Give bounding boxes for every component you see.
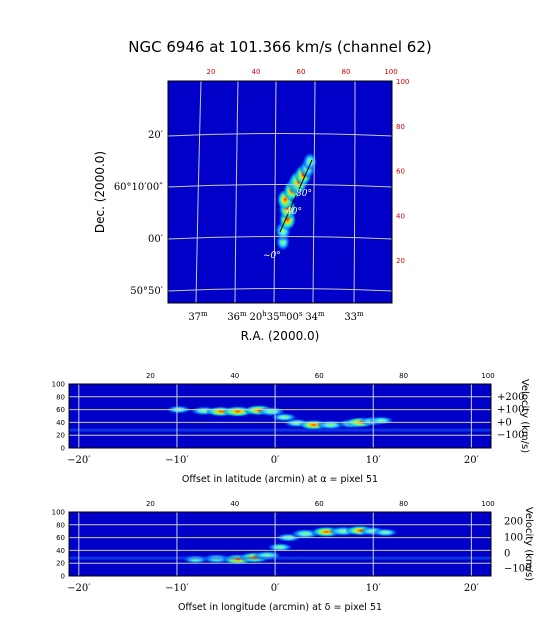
pv-offset-tick: 0′ <box>271 583 280 594</box>
pv-offset-tick: −20′ <box>67 455 91 466</box>
longitude-pv-grid <box>69 512 491 576</box>
pv-velocity-tick: +0 <box>497 417 512 428</box>
pv-left-pixel-tick: 80 <box>56 393 65 401</box>
sky-map-top-pixel-tick: 40 <box>252 68 261 76</box>
sky-map-x-axis-label: R.A. (2000.0) <box>241 329 320 343</box>
sky-map-right-pixel-ticks: 20 40 60 80 100 <box>396 78 409 265</box>
pv-emission-point <box>368 416 394 425</box>
longitude-pv-left-pixel-ticks: 0 20 40 60 80 100 <box>52 509 65 581</box>
pv-left-pixel-tick: 20 <box>56 560 65 568</box>
sky-map-x-tick-labels: 37m 36m 20h35m00s 34m 33m <box>188 310 364 323</box>
sky-map-right-pixel-tick: 80 <box>396 123 405 131</box>
pv-top-pixel-tick: 20 <box>146 500 155 508</box>
pv-top-pixel-tick: 40 <box>230 500 239 508</box>
sky-map-top-pixel-tick: 100 <box>384 68 397 76</box>
pv-top-pixel-tick: 80 <box>399 372 408 380</box>
pv-left-pixel-tick: 40 <box>56 419 65 427</box>
sky-map-right-pixel-tick: 20 <box>396 257 405 265</box>
pv-continuum-band <box>69 428 491 432</box>
pv-velocity-tick: −100 <box>497 430 524 441</box>
ra-tick-20h35m00s: 20h35m00s <box>250 310 303 323</box>
pv-left-pixel-tick: 40 <box>56 547 65 555</box>
pv-offset-tick: −10′ <box>165 583 189 594</box>
pv-velocity-tick: 200 <box>504 517 523 528</box>
pv-offset-tick: 0′ <box>271 455 280 466</box>
dec-tick-20: 20′ <box>148 130 164 141</box>
latitude-pv-top-pixel-ticks: 20 40 60 80 100 <box>146 372 495 380</box>
pv-velocity-tick: 0 <box>504 549 510 560</box>
sky-map-right-pixel-tick: 60 <box>396 168 405 176</box>
figure-title: NGC 6946 at 101.366 km/s (channel 62) <box>128 38 432 56</box>
dec-tick-00: 00′ <box>148 234 164 245</box>
longitude-pv-y-axis-label: Velocity (km/s) <box>523 507 534 581</box>
pv-top-pixel-tick: 20 <box>146 372 155 380</box>
pv-offset-tick: 20′ <box>464 455 480 466</box>
pv-offset-tick: −20′ <box>67 583 91 594</box>
latitude-pv-right-velocity-ticks: +200 +100+0 −100 <box>497 392 524 441</box>
sky-map-right-pixel-tick: 100 <box>396 78 409 86</box>
pv-velocity-tick: +200 <box>497 392 524 403</box>
pv-offset-tick: −10′ <box>165 455 189 466</box>
pv-emission-point <box>267 542 293 552</box>
sky-map-coordinate-grid <box>168 81 392 303</box>
latitude-pv-x-tick-labels: −20′ −10′ 0′ 10′ 20′ <box>67 455 479 466</box>
latitude-pv-grid <box>69 384 491 448</box>
pv-continuum-band <box>69 556 491 560</box>
pv-offset-tick: 20′ <box>464 583 480 594</box>
pv-left-pixel-tick: 60 <box>56 534 65 542</box>
sky-map-frame <box>167 80 393 304</box>
latitude-pv-left-pixel-ticks: 0 20 40 60 80 100 <box>52 381 65 453</box>
dec-tick-60-10-00: 60°10′00″ <box>114 182 163 193</box>
longitude-pv-right-velocity-ticks: 200 100 0 −100 <box>504 517 531 575</box>
sky-map-y-axis-label: Dec. (2000.0) <box>93 151 107 233</box>
pv-left-pixel-tick: 100 <box>52 509 65 517</box>
longitude-pv-x-axis-label: Offset in longitude (arcmin) at δ = pixe… <box>178 602 382 613</box>
pv-top-pixel-tick: 40 <box>230 372 239 380</box>
sky-map-top-pixel-tick: 60 <box>297 68 306 76</box>
pv-velocity-tick: −100 <box>504 563 531 574</box>
sky-map-top-pixel-tick: 20 <box>207 68 216 76</box>
pv-velocity-tick: +100 <box>497 405 524 416</box>
major-axis-line <box>279 159 313 233</box>
ra-tick-33m: 33m <box>344 310 364 323</box>
sky-map-emission-point <box>302 152 318 171</box>
angle-annotation-40: 40° <box>285 207 302 217</box>
pv-velocity-tick: 100 <box>504 533 523 544</box>
sky-map-y-tick-labels: 20′ 60°10′00″ 00′ 50°50′ <box>114 130 164 297</box>
longitude-pv-x-tick-labels: −20′ −10′ 0′ 10′ 20′ <box>67 583 479 594</box>
pv-offset-tick: 10′ <box>366 583 382 594</box>
latitude-pv-frame <box>68 383 492 449</box>
latitude-pv-y-axis-label: Velocity (km/s) <box>519 379 530 453</box>
angle-annotation-0: ~0° <box>263 251 281 261</box>
pv-offset-tick: 10′ <box>366 455 382 466</box>
pv-top-pixel-tick: 100 <box>481 500 494 508</box>
sky-map-panel: ~0° 40° 80° 20 40 60 80 100 20 40 60 80 100 37m … <box>93 68 409 343</box>
pv-top-pixel-tick: 100 <box>481 372 494 380</box>
pv-left-pixel-tick: 100 <box>52 381 65 389</box>
longitude-pv-top-pixel-ticks: 20 40 60 80 100 <box>146 500 495 508</box>
angle-annotation-80: 80° <box>296 189 312 199</box>
pv-top-pixel-tick: 60 <box>315 372 324 380</box>
sky-map-top-pixel-tick: 80 <box>342 68 351 76</box>
longitude-pv-frame <box>68 511 492 577</box>
longitude-pv-panel: 20 40 60 80 100 0 20 40 60 80 100 200 100 0 −100 −20… <box>52 500 534 613</box>
pv-emission-point <box>372 528 399 537</box>
pv-left-pixel-tick: 60 <box>56 406 65 414</box>
pv-top-pixel-tick: 60 <box>315 500 324 508</box>
sky-map-right-pixel-tick: 40 <box>396 212 405 220</box>
pv-left-pixel-tick: 80 <box>56 521 65 529</box>
ra-tick-36m: 36m <box>227 310 247 323</box>
ra-tick-34m: 34m <box>305 310 325 323</box>
pv-top-pixel-tick: 80 <box>399 500 408 508</box>
dec-tick-50-50: 50°50′ <box>130 286 163 297</box>
pv-left-pixel-tick: 0 <box>61 573 65 581</box>
pv-left-pixel-tick: 0 <box>61 445 65 453</box>
sky-map-top-pixel-ticks: 20 40 60 80 100 <box>207 68 398 76</box>
latitude-pv-x-axis-label: Offset in latitude (arcmin) at α = pixel… <box>182 474 378 485</box>
pv-left-pixel-tick: 20 <box>56 432 65 440</box>
ra-tick-37m: 37m <box>188 310 208 323</box>
